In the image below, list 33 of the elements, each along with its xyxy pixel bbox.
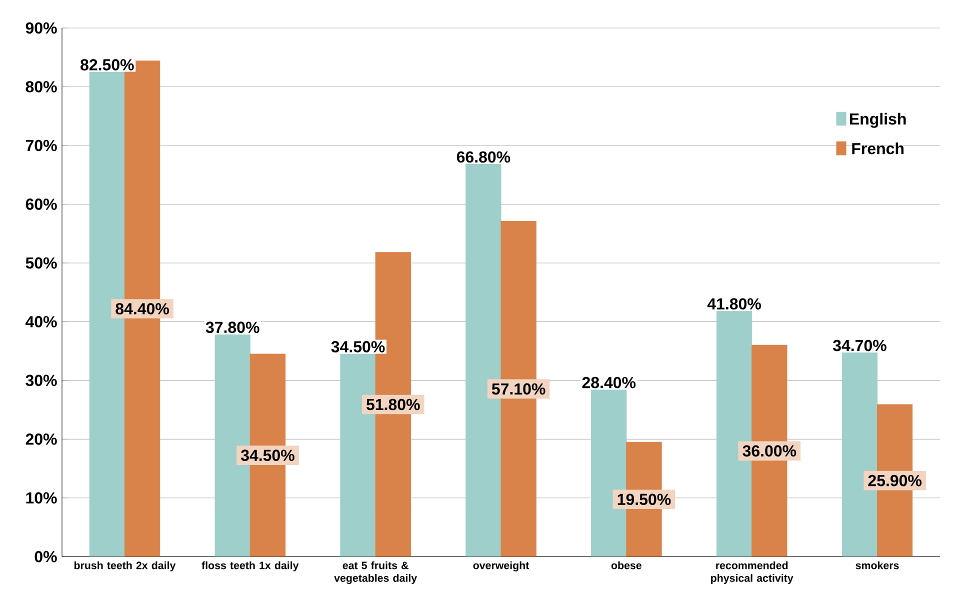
y-tick-label: 10% [26, 492, 57, 504]
y-tick-label: 90% [26, 22, 57, 34]
x-tick-label: obese [611, 561, 642, 570]
legend-label: English [850, 112, 906, 128]
data-label: 57.10% [492, 383, 546, 395]
y-tick-label: 0% [34, 550, 57, 562]
data-label: 36.00% [742, 445, 796, 457]
data-label: 25.90% [868, 474, 922, 486]
y-tick-label: 30% [26, 374, 57, 386]
data-label: 82.50% [80, 59, 134, 70]
y-tick-label: 20% [26, 434, 57, 445]
data-label: 37.80% [206, 322, 260, 334]
x-tick-label: eat 5 fruits & vegetables daily [334, 561, 418, 584]
y-tick-label: 60% [26, 198, 57, 210]
y-tick-label: 40% [26, 316, 57, 328]
y-tick-label: 70% [26, 140, 57, 152]
data-label: 34.70% [832, 340, 886, 352]
x-tick-label: smokers [856, 561, 899, 570]
data-label: 41.80% [707, 298, 761, 310]
data-label: 34.50% [240, 450, 294, 462]
data-label: 34.50% [331, 341, 385, 352]
y-tick-label: 50% [26, 257, 57, 269]
x-tick-label: floss teeth 1x daily [202, 561, 299, 572]
data-label: 66.80% [456, 151, 510, 163]
y-tick-label: 80% [26, 81, 57, 92]
legend-label: French [852, 142, 904, 154]
data-label: 51.80% [366, 398, 420, 410]
x-tick-label: brush teeth 2x daily [74, 561, 176, 572]
x-tick-label: overweight [473, 561, 530, 572]
data-label: 28.40% [582, 376, 636, 388]
x-tick-label: recommended physical activity [711, 561, 794, 584]
data-label: 84.40% [116, 303, 169, 314]
data-label: 19.50% [618, 494, 671, 506]
